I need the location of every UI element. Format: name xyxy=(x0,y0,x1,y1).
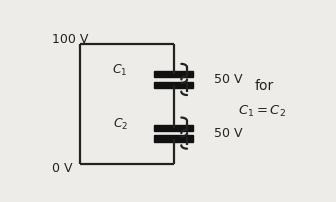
Text: 50 V: 50 V xyxy=(214,73,242,86)
Text: 0 V: 0 V xyxy=(52,162,73,175)
Text: for: for xyxy=(255,79,274,94)
Bar xyxy=(154,82,193,88)
Text: 100 V: 100 V xyxy=(52,33,89,46)
Text: $C_2$: $C_2$ xyxy=(113,117,128,132)
Text: $C_1 = C_2$: $C_1 = C_2$ xyxy=(238,104,286,119)
Bar xyxy=(154,125,193,131)
Bar xyxy=(154,71,193,77)
Text: $C_1$: $C_1$ xyxy=(113,63,128,78)
Bar xyxy=(154,136,193,142)
Text: 50 V: 50 V xyxy=(214,127,242,140)
